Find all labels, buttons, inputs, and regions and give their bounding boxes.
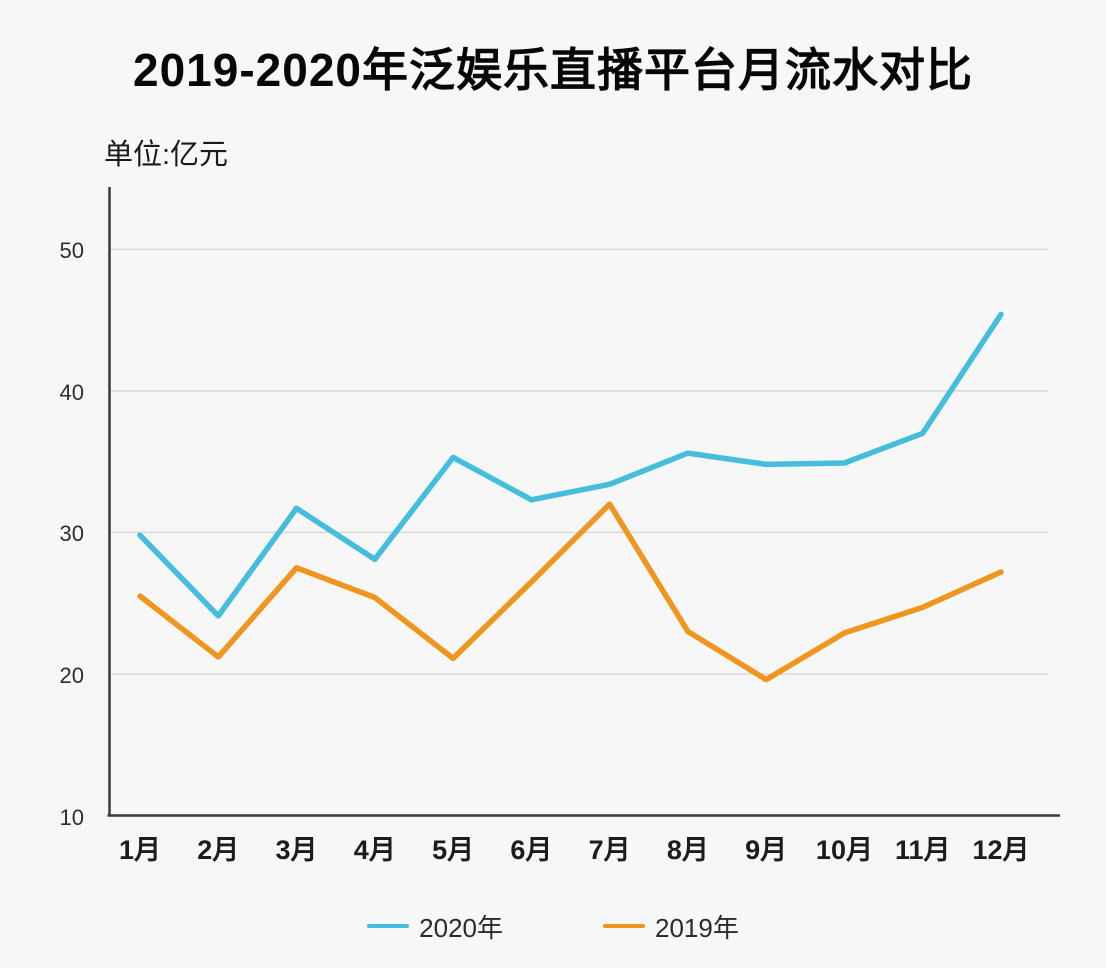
x-axis-label: 5月 <box>432 835 475 865</box>
x-axis-label: 9月 <box>745 835 788 865</box>
x-axis-label: 8月 <box>666 835 709 865</box>
series-line-2020 <box>137 311 1004 619</box>
legend-swatch-2019 <box>603 924 645 928</box>
x-axis-label: 2月 <box>197 835 240 865</box>
x-axis-label: 1月 <box>118 835 162 865</box>
legend-item-2020: 2020年 <box>367 908 503 945</box>
y-axis-label: 40 <box>59 379 84 405</box>
x-axis-label: 6月 <box>510 835 553 865</box>
x-axis-label: 10月 <box>815 835 873 865</box>
legend-label-2020: 2020年 <box>419 912 503 943</box>
x-axis-label: 4月 <box>353 835 396 865</box>
legend: 2020年 2019年 <box>0 906 1106 946</box>
y-axis-label: 30 <box>59 521 84 547</box>
x-axis-label: 12月 <box>972 835 1030 865</box>
page-title: 2019-2020年泛娱乐直播平台月流水对比 <box>133 44 973 96</box>
y-axis-label: 10 <box>59 804 84 830</box>
legend-swatch-2020 <box>367 924 410 928</box>
y-axis-label: 20 <box>59 662 84 688</box>
unit-label: 单位:亿元 <box>104 139 229 171</box>
y-axis-label: 50 <box>59 238 84 264</box>
legend-item-2019: 2019年 <box>603 908 739 945</box>
series-line-2019 <box>137 501 1004 683</box>
x-axis-label: 7月 <box>588 835 631 865</box>
x-axis-label: 11月 <box>894 835 951 865</box>
x-axis-label: 3月 <box>275 835 318 865</box>
legend-label-2019: 2019年 <box>655 912 739 943</box>
